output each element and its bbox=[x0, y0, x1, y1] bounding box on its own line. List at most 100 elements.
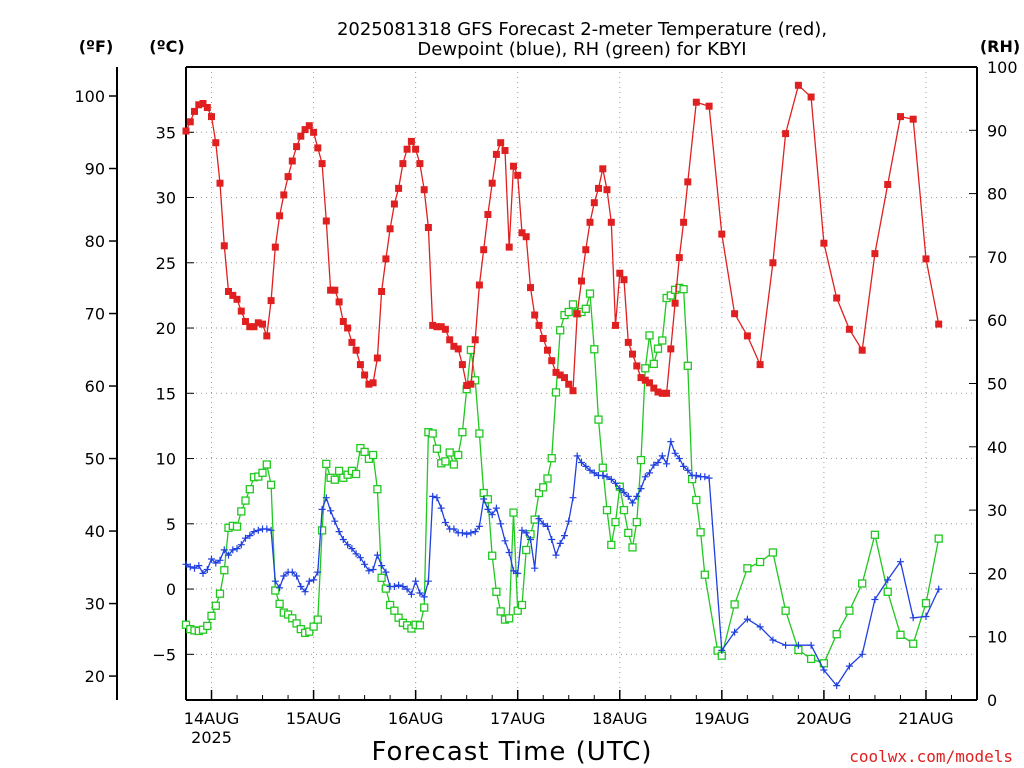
temperature-point bbox=[458, 361, 466, 369]
dewpoint-point bbox=[361, 560, 369, 568]
rh-point bbox=[420, 603, 429, 612]
rh-point bbox=[181, 620, 191, 629]
dewpoint-point bbox=[475, 522, 483, 530]
rh-tick-label: 70 bbox=[987, 248, 1007, 267]
rh-point bbox=[390, 606, 399, 615]
rh-point bbox=[649, 359, 658, 369]
temperature-point bbox=[335, 298, 343, 306]
dewpoint-point bbox=[552, 551, 560, 559]
temperature-point bbox=[284, 173, 292, 181]
time-tick-label: 17AUG bbox=[490, 709, 545, 728]
rh-point bbox=[330, 475, 339, 484]
fahrenheit-tick-label: 20 bbox=[85, 667, 105, 686]
temperature-point bbox=[416, 160, 424, 168]
dewpoint-point bbox=[216, 556, 224, 564]
celsius-tick-label: 20 bbox=[156, 319, 176, 338]
dewpoint-point bbox=[544, 522, 551, 530]
dewpoint-point bbox=[297, 583, 305, 590]
dewpoint-point bbox=[203, 566, 211, 573]
rh-axis: 0 10 20 30 40 50 60 70 80 90 100 bbox=[969, 58, 1018, 710]
temperature-point bbox=[629, 350, 636, 358]
dewpoint-point bbox=[488, 511, 496, 519]
rh-point bbox=[547, 454, 556, 463]
rh-point bbox=[845, 606, 854, 615]
temperature-point bbox=[731, 310, 739, 318]
rh-point bbox=[317, 526, 327, 535]
temperature-point bbox=[684, 178, 692, 186]
temperature-point bbox=[250, 323, 258, 331]
temperature-point bbox=[858, 346, 866, 354]
dewpoint-point bbox=[237, 541, 245, 549]
temperature-point bbox=[331, 286, 339, 294]
temperature-point bbox=[378, 288, 386, 295]
dewpoint-point bbox=[756, 623, 764, 631]
dewpoint-point bbox=[599, 472, 607, 479]
temperature-point bbox=[488, 179, 496, 187]
celsius-axis-label: (ºC) bbox=[149, 37, 184, 56]
temperature-point bbox=[845, 325, 853, 333]
rh-point bbox=[432, 444, 442, 453]
rh-point bbox=[696, 528, 705, 537]
temperature-point bbox=[680, 218, 688, 226]
rh-point bbox=[909, 639, 918, 648]
rh-point bbox=[496, 607, 505, 616]
rh-point bbox=[568, 300, 578, 309]
rh-tick-label: 30 bbox=[987, 501, 1007, 520]
temperature-point bbox=[522, 233, 530, 241]
temperature-point bbox=[514, 171, 522, 179]
temperature-point bbox=[195, 101, 203, 109]
rh-point bbox=[611, 517, 620, 527]
dewpoint-point bbox=[586, 466, 594, 474]
rh-point bbox=[653, 344, 663, 353]
dewpoint-point bbox=[484, 505, 492, 513]
fahrenheit-tick-label: 40 bbox=[85, 522, 105, 541]
temperature-point bbox=[471, 336, 479, 344]
fahrenheit-axis-label: (ºF) bbox=[79, 37, 114, 56]
rh-point bbox=[730, 600, 739, 609]
temperature-point bbox=[327, 286, 335, 294]
temperature-point bbox=[624, 338, 632, 346]
rh-point bbox=[381, 584, 391, 593]
dewpoint-point bbox=[671, 449, 679, 457]
temperature-point bbox=[833, 294, 841, 302]
dewpoint-point bbox=[263, 525, 271, 533]
temperature-point bbox=[463, 382, 471, 389]
dewpoint-point bbox=[582, 462, 590, 470]
temperature-point bbox=[671, 299, 679, 307]
dewpoint-point bbox=[458, 529, 466, 537]
dewpoint-point bbox=[514, 569, 522, 577]
rh-point bbox=[781, 606, 790, 615]
fahrenheit-tick-label: 30 bbox=[85, 595, 105, 614]
temperature-point bbox=[259, 320, 266, 328]
dewpoint-point bbox=[420, 593, 428, 601]
dewpoint-point bbox=[684, 466, 692, 474]
dewpoint-point bbox=[395, 581, 403, 589]
chart-title-line-2: Dewpoint (blue), RH (green) for KBYI bbox=[417, 39, 746, 60]
temperature-point bbox=[314, 144, 322, 152]
rh-point bbox=[700, 570, 709, 579]
time-tick-label: 21AUG bbox=[898, 709, 953, 728]
dewpoint-point bbox=[433, 494, 441, 502]
temperature-point bbox=[322, 217, 330, 225]
rh-point bbox=[743, 564, 752, 573]
temperature-point bbox=[756, 361, 764, 369]
dewpoint-point bbox=[242, 534, 249, 542]
dewpoint-point bbox=[331, 517, 339, 525]
rh-point bbox=[509, 508, 518, 517]
dewpoint-point bbox=[348, 545, 356, 553]
dewpoint-point bbox=[922, 613, 930, 620]
temperature-point bbox=[794, 81, 802, 89]
temperature-point bbox=[807, 93, 815, 101]
dewpoint-point bbox=[510, 567, 517, 575]
temperature-point bbox=[242, 318, 249, 325]
dewpoint-point bbox=[339, 536, 347, 543]
rh-point bbox=[475, 429, 484, 438]
dewpoint-point bbox=[335, 528, 343, 536]
dewpoint-point bbox=[897, 558, 904, 566]
temperature-point bbox=[556, 371, 564, 379]
temperature-point bbox=[220, 242, 228, 250]
dewpoint-point bbox=[794, 641, 802, 649]
rh-point bbox=[266, 480, 276, 489]
dewpoint-point bbox=[480, 495, 488, 503]
dewpoint-point bbox=[225, 551, 232, 559]
